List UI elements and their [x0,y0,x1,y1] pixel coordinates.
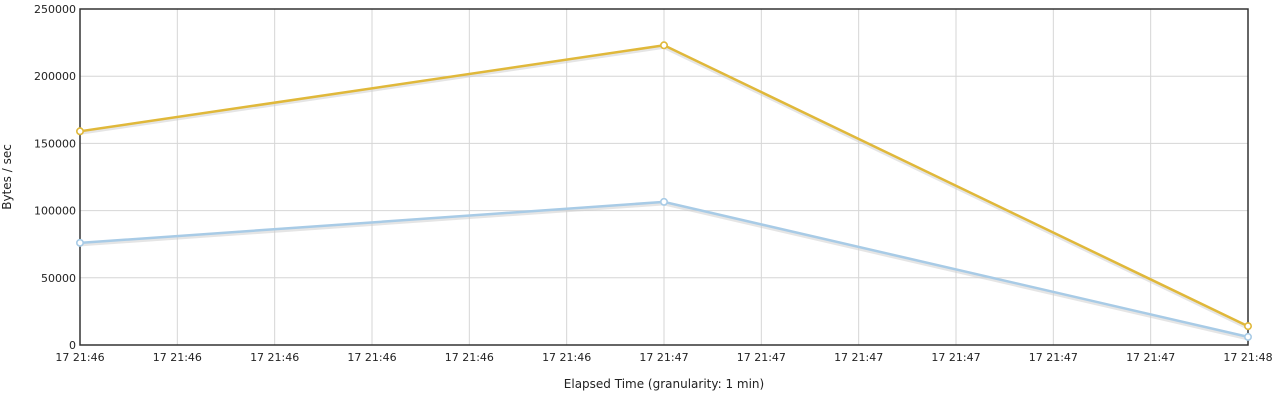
x-tick-label: 17 21:46 [55,351,104,364]
data-point [1244,332,1253,341]
y-tick-label: 250000 [34,3,76,16]
y-tick-label: 200000 [34,70,76,83]
data-point [1244,322,1253,331]
y-tick-label: 150000 [34,137,76,150]
x-tick-label: 17 21:47 [1126,351,1175,364]
y-tick-label: 100000 [34,205,76,218]
data-point [76,127,85,136]
data-point [659,197,668,206]
y-axis-title: Bytes / sec [0,144,14,210]
data-point [659,41,668,50]
x-axis-title: Elapsed Time (granularity: 1 min) [564,377,764,391]
plot-area-frame [79,8,1249,346]
x-tick-label: 17 21:46 [250,351,299,364]
x-axis-ticks: 17 21:46 17 21:46 17 21:46 17 21:46 17 21:46… [55,351,1272,364]
y-tick-label: 50000 [41,272,76,285]
x-tick-label: 17 21:47 [639,351,688,364]
x-tick-label: 17 21:47 [1029,351,1078,364]
series-layer [76,41,1253,341]
x-tick-label: 17 21:46 [347,351,396,364]
x-tick-label: 17 21:46 [445,351,494,364]
x-tick-label: 17 21:46 [542,351,591,364]
y-tick-label: 0 [69,339,76,352]
data-point [76,238,85,247]
x-tick-label: 17 21:47 [737,351,786,364]
y-axis-ticks: 0 50000 100000 150000 200000 250000 [34,3,76,352]
x-tick-label: 17 21:47 [931,351,980,364]
x-tick-label: 17 21:47 [834,351,883,364]
grid-lines [79,8,1249,346]
x-tick-label: 17 21:48 [1223,351,1272,364]
x-tick-label: 17 21:46 [153,351,202,364]
